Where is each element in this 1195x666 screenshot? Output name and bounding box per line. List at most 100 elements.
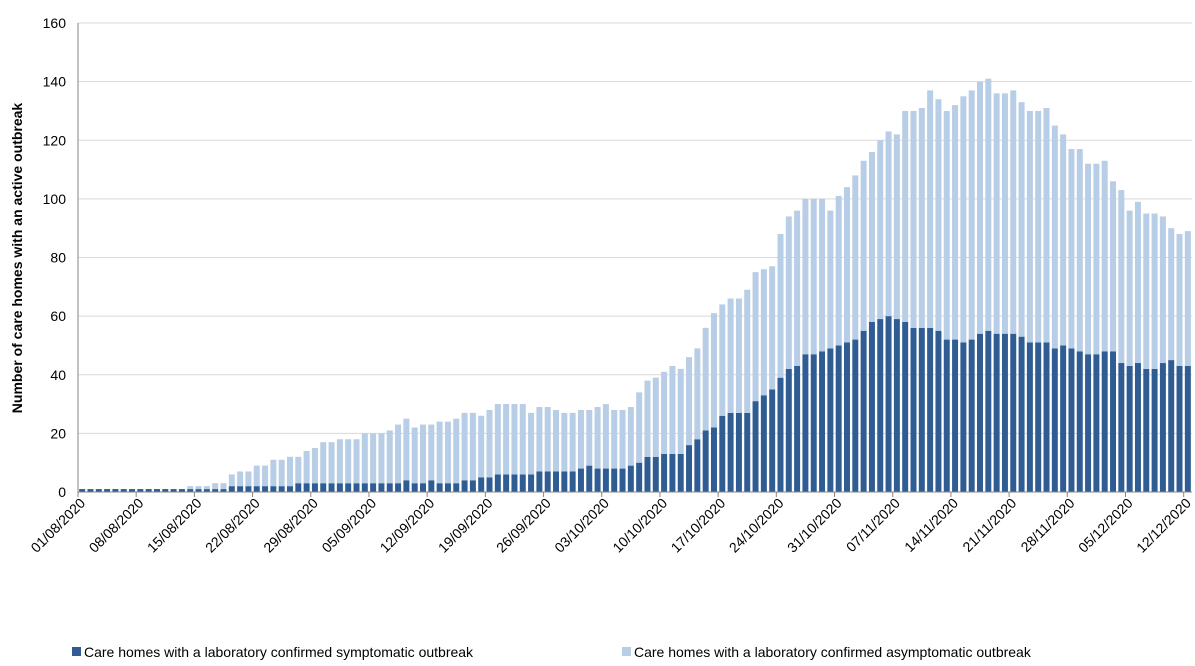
bar-segment [893, 319, 900, 492]
y-tick-label: 140 [43, 74, 67, 90]
y-tick-label: 120 [43, 132, 67, 148]
bar-segment [794, 365, 801, 492]
bar-segment [220, 483, 227, 490]
bar-segment [170, 489, 177, 492]
bar-segment [769, 266, 776, 390]
x-tick-label: 31/10/2020 [784, 495, 845, 556]
bar-segment [819, 351, 826, 492]
bar-segment [245, 471, 252, 487]
y-tick-label: 80 [50, 250, 66, 266]
bar-segment [985, 78, 992, 331]
bar-segment [1118, 190, 1125, 364]
bar-segment [835, 345, 842, 492]
bar-segment [835, 195, 842, 346]
bar-segment [395, 483, 402, 492]
bar-segment [544, 406, 551, 472]
bar-segment [644, 456, 651, 492]
x-tick-label: 08/08/2020 [86, 495, 147, 556]
bar-segment [977, 333, 984, 492]
bar-segment [769, 389, 776, 492]
bar-segment [203, 486, 210, 490]
bar-segment [503, 404, 510, 475]
x-tick-label: 17/10/2020 [668, 495, 729, 556]
bar-segment [918, 327, 925, 492]
bar-segment [178, 489, 185, 492]
bar-segment [777, 377, 784, 492]
x-tick-label: 24/10/2020 [726, 495, 787, 556]
bar-segment [1093, 163, 1100, 355]
x-tick-label: 01/08/2020 [27, 495, 88, 556]
x-tick-label: 26/09/2020 [493, 495, 554, 556]
legend-swatch [72, 647, 81, 656]
bar-segment [553, 471, 560, 492]
y-tick-label: 60 [50, 308, 66, 324]
bar-segment [361, 483, 368, 492]
bar-segment [586, 409, 593, 466]
bar-segment [927, 327, 934, 492]
bar-segment [270, 459, 277, 487]
bar-segment [735, 298, 742, 413]
bar-segment [760, 269, 767, 396]
bar-segment [370, 433, 377, 484]
bar-segment [1159, 363, 1166, 492]
x-tick-label: 21/11/2020 [959, 495, 1019, 555]
bar-segment [677, 453, 684, 492]
bar-segment [1076, 351, 1083, 492]
bar-segment [1076, 149, 1083, 352]
bar-segment [145, 489, 152, 492]
bar-segment [652, 456, 659, 492]
bar-segment [320, 483, 327, 492]
bar-segment [843, 342, 850, 492]
bar-segment [702, 327, 709, 431]
bar-segment [860, 160, 867, 331]
x-tick-label: 14/11/2020 [901, 495, 961, 555]
bar-segment [436, 483, 443, 492]
bar-segment [935, 330, 942, 492]
bar-segment [569, 471, 576, 492]
bar-segment [1134, 201, 1141, 364]
bar-segment [852, 175, 859, 340]
bar-segment [378, 483, 385, 492]
bar-segment [594, 468, 601, 492]
bar-segment [561, 412, 568, 472]
bar-segment [785, 216, 792, 369]
bar-segment [104, 489, 111, 492]
bar-segment [594, 406, 601, 469]
bar-segment [611, 409, 618, 469]
bar-segment [87, 489, 94, 492]
bar-segment [669, 365, 676, 454]
bar-segment [536, 471, 543, 492]
bar-segment [203, 489, 210, 492]
bar-segment [153, 489, 160, 492]
bar-segment [902, 110, 909, 322]
bar-segment [1184, 365, 1191, 492]
legend-swatch [622, 647, 631, 656]
bar-segment [1068, 348, 1075, 492]
bar-segment [270, 486, 277, 492]
bar-segment [320, 442, 327, 484]
bar-segment [461, 412, 468, 481]
bar-segment [478, 415, 485, 478]
bar-segment [910, 110, 917, 328]
bar-segment [727, 412, 734, 492]
bar-segment [1060, 345, 1067, 492]
bar-segment [669, 453, 676, 492]
bar-segment [262, 486, 269, 492]
bar-segment [444, 483, 451, 492]
legend-label: Care homes with a laboratory confirmed s… [84, 644, 474, 660]
bar-segment [586, 465, 593, 492]
bar-segment [286, 456, 293, 487]
bar-segment [827, 348, 834, 492]
bar-segment [303, 483, 310, 492]
bar-segment [694, 439, 701, 492]
bar-segment [262, 465, 269, 487]
bar-segment [877, 140, 884, 320]
bar-segment [511, 404, 518, 475]
bar-segment [827, 210, 834, 349]
x-tick-label: 05/09/2020 [318, 495, 379, 556]
bar-segment [212, 483, 219, 490]
bar-segment [1035, 110, 1042, 343]
y-tick-label: 40 [50, 367, 66, 383]
bar-segment [187, 486, 194, 490]
bar-segment [810, 354, 817, 492]
